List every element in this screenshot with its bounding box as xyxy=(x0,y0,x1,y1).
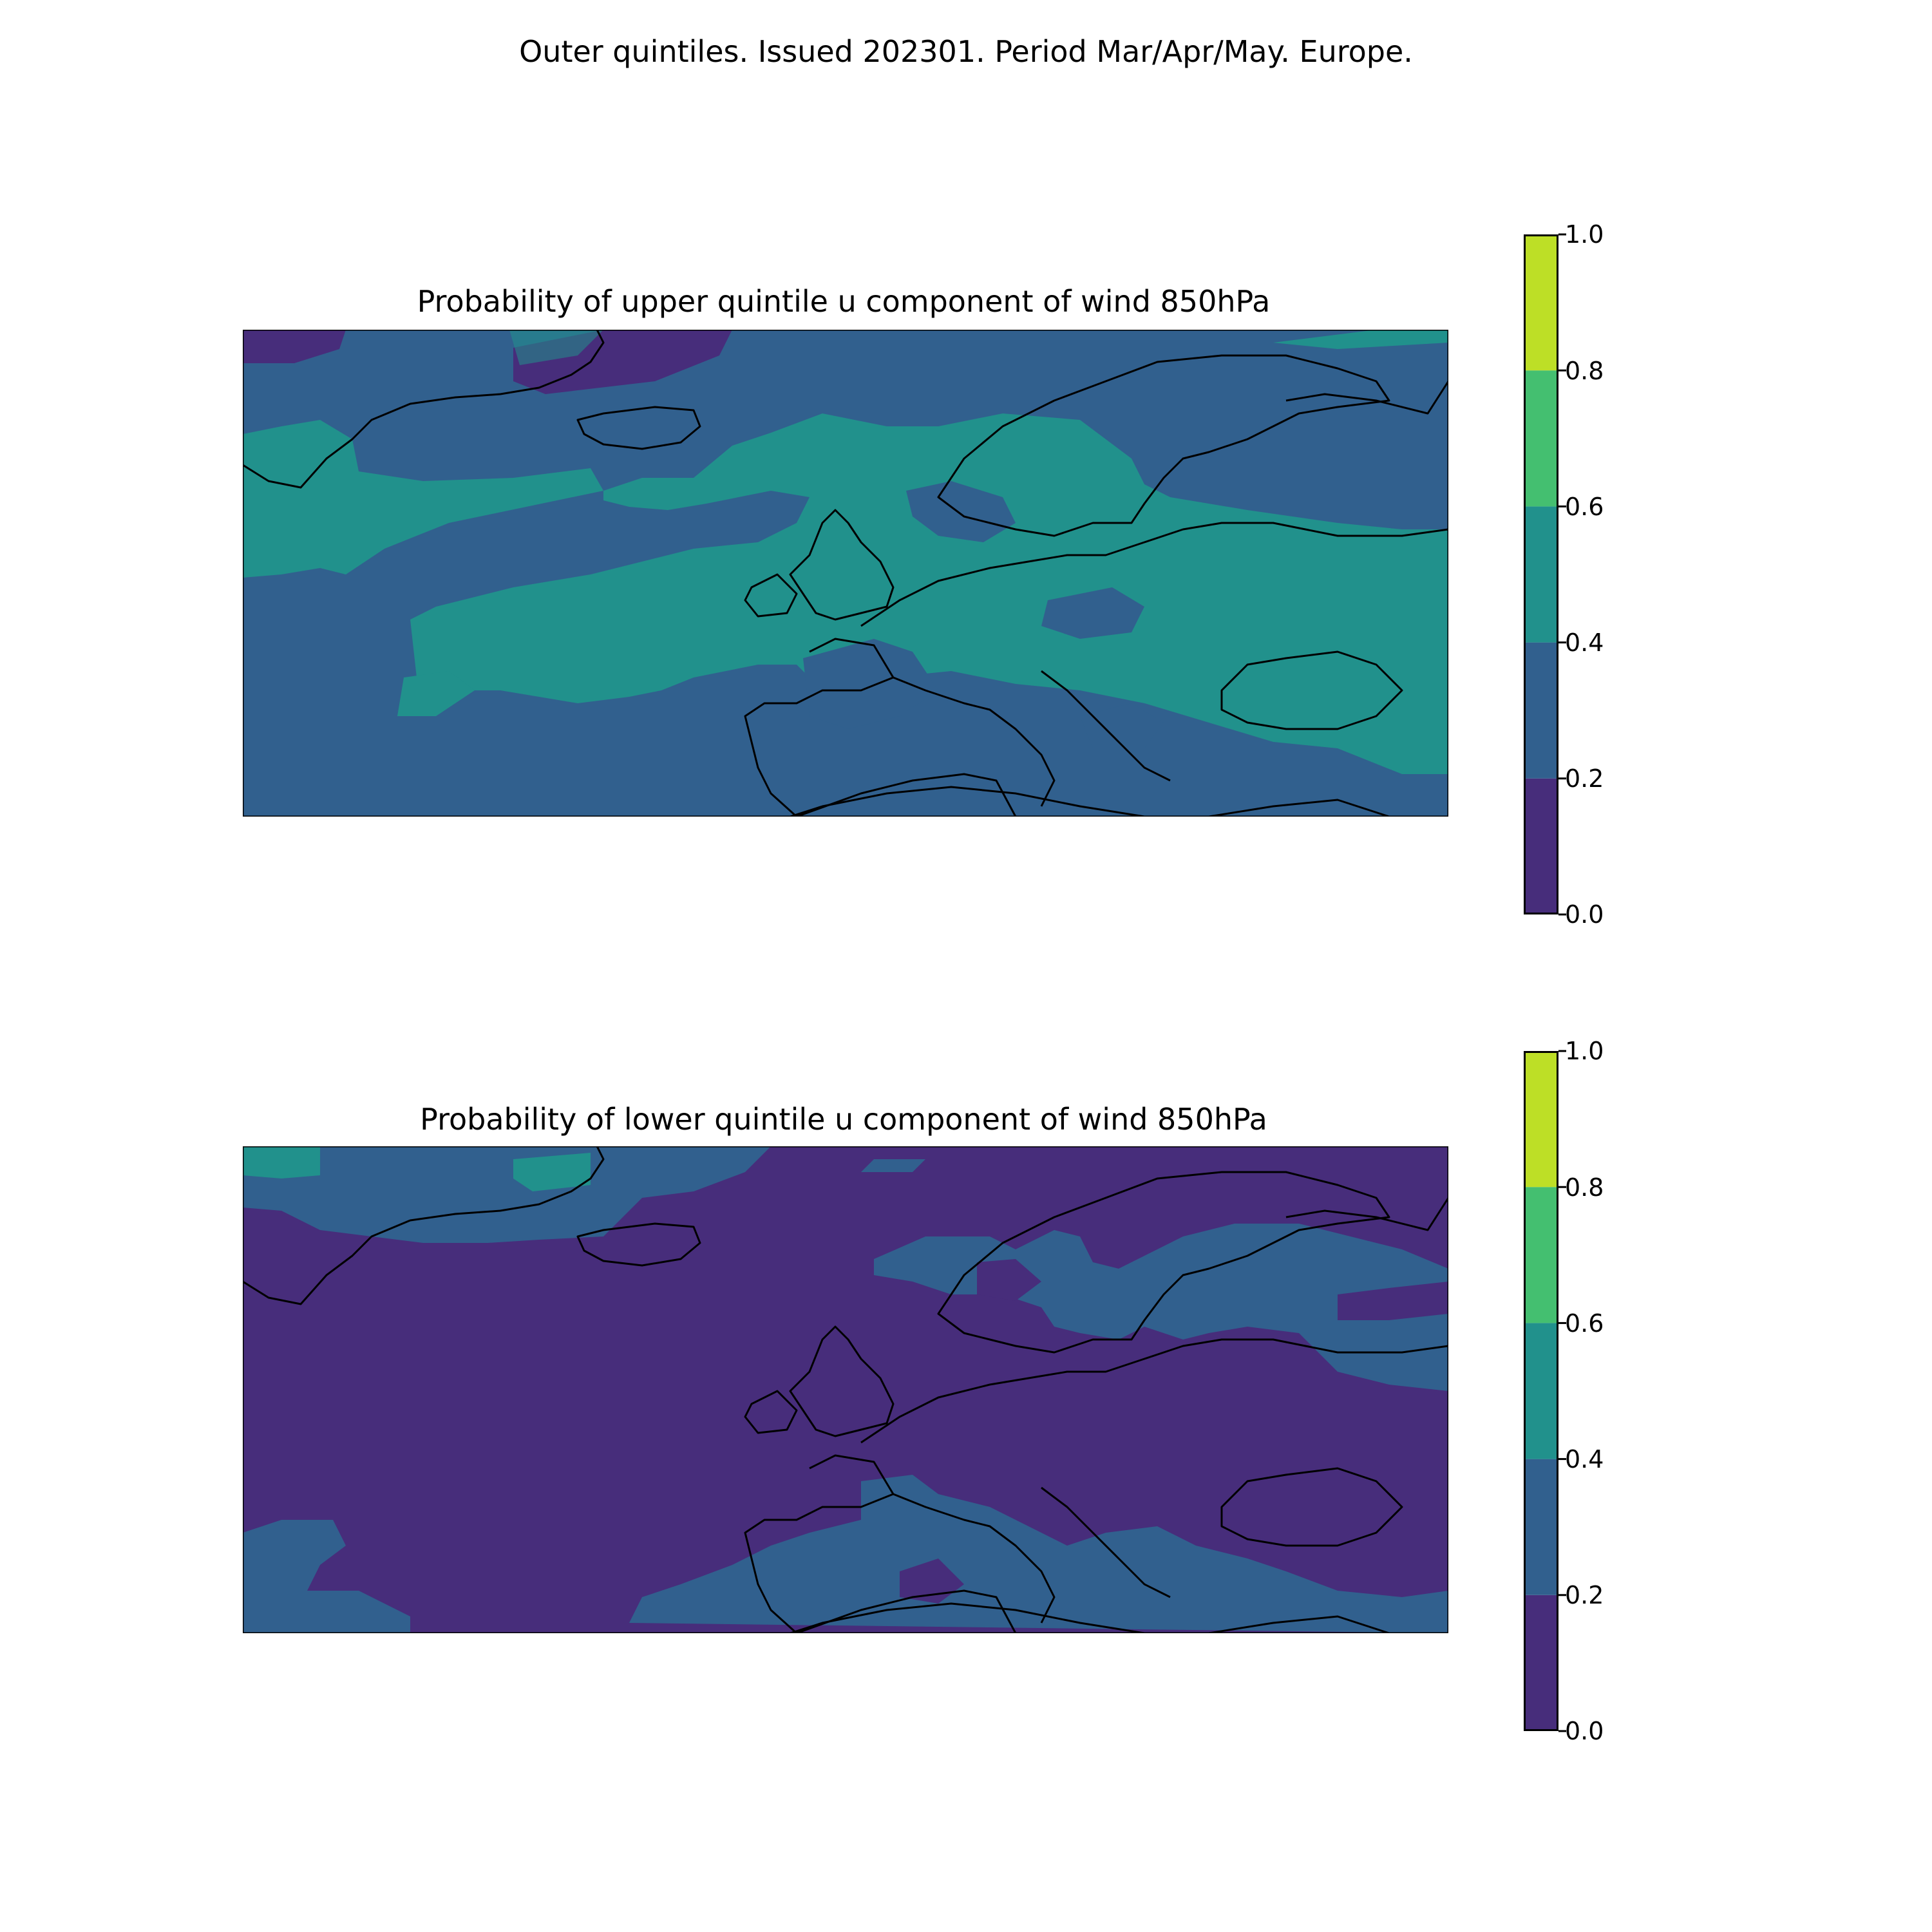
field-patch xyxy=(513,1153,591,1191)
colorbar-swatches xyxy=(1524,233,1566,916)
coastline-black-sea xyxy=(1220,1467,1403,1547)
coastline-iberia xyxy=(744,638,895,817)
coastline-north-africa xyxy=(790,786,1390,817)
coastline-iberia xyxy=(744,1454,895,1633)
colorbar-level-1 xyxy=(1524,1459,1558,1595)
coastline-british-isles xyxy=(744,1325,895,1437)
colorbar-level-0 xyxy=(1524,778,1558,914)
colorbar-level-4 xyxy=(1524,234,1558,371)
coastline-europe-mainland xyxy=(860,522,1448,627)
colorbar-level-2 xyxy=(1524,506,1558,643)
colorbar-lower-tick-4: 0.8 xyxy=(1565,1173,1604,1202)
panel-title-upper: Probability of upper quintile u componen… xyxy=(417,284,1271,319)
probability-field xyxy=(243,330,1448,774)
coastline-russia-north xyxy=(1285,381,1448,415)
coastline-mediterranean xyxy=(796,1486,1171,1633)
colorbar-level-1 xyxy=(1524,642,1558,779)
colorbar-level-0 xyxy=(1524,1595,1558,1731)
coastline-greenland xyxy=(243,1146,605,1305)
field-patch xyxy=(397,671,475,716)
colorbar-lower xyxy=(1524,1050,1566,1732)
colorbar-upper xyxy=(1524,233,1566,916)
coastline-russia-north xyxy=(1285,1197,1448,1231)
colorbar-upper-tick-4: 0.8 xyxy=(1565,357,1604,385)
colorbar-upper-tick-0: 0.0 xyxy=(1565,900,1604,929)
coastline-europe-mainland xyxy=(860,1338,1448,1444)
colorbar-lower-tick-1: 0.2 xyxy=(1565,1581,1604,1609)
colorbar-level-3 xyxy=(1524,1187,1558,1323)
field-patch xyxy=(629,1475,1448,1633)
colorbar-swatches xyxy=(1524,1050,1566,1732)
colorbar-upper-tick-3: 0.6 xyxy=(1565,493,1604,521)
probability-field xyxy=(243,1146,1448,1633)
field-patch xyxy=(1273,330,1448,349)
colorbar-lower-tick-5: 1.0 xyxy=(1565,1037,1604,1065)
colorbar-upper-tick-5: 1.0 xyxy=(1565,220,1604,249)
field-patch xyxy=(243,1520,410,1633)
field-patch xyxy=(906,481,1016,542)
colorbar-lower-tick-0: 0.0 xyxy=(1565,1717,1604,1745)
field-patch xyxy=(243,1146,771,1243)
coastline-iceland xyxy=(576,406,701,450)
figure-suptitle: Outer quintiles. Issued 202301. Period M… xyxy=(519,34,1413,69)
coastline-british-isles xyxy=(744,509,895,621)
coastlines xyxy=(243,1146,1448,1633)
map-lower-quintile xyxy=(243,1146,1448,1633)
field-patch xyxy=(1338,1282,1448,1320)
coastline-mediterranean xyxy=(796,670,1171,817)
field-patch xyxy=(1080,703,1164,748)
colorbar-level-3 xyxy=(1524,370,1558,507)
colorbar-frame xyxy=(1524,234,1558,914)
field-patch xyxy=(803,639,938,729)
coastline-black-sea xyxy=(1220,650,1403,730)
coastline-iceland xyxy=(576,1222,701,1267)
colorbar-lower-tick-2: 0.4 xyxy=(1565,1445,1604,1473)
colorbar-lower-tick-3: 0.6 xyxy=(1565,1309,1604,1338)
panel-title-lower: Probability of lower quintile u componen… xyxy=(420,1102,1267,1137)
colorbar-frame xyxy=(1524,1051,1558,1731)
field-patch xyxy=(509,330,603,365)
coastline-scandinavia xyxy=(937,1171,1390,1354)
field-patch xyxy=(410,413,1448,774)
field-patch xyxy=(243,420,603,578)
coastline-scandinavia xyxy=(937,354,1390,537)
map-upper-quintile xyxy=(243,330,1448,817)
colorbar-level-2 xyxy=(1524,1323,1558,1459)
field-patch xyxy=(977,1259,1041,1301)
colorbar-upper-tick-2: 0.4 xyxy=(1565,629,1604,657)
coastline-north-africa xyxy=(790,1602,1390,1633)
field-patch xyxy=(243,330,346,363)
field-patch xyxy=(243,1146,320,1179)
colorbar-upper-tick-1: 0.2 xyxy=(1565,764,1604,793)
colorbar-level-4 xyxy=(1524,1051,1558,1188)
field-patch xyxy=(1041,587,1144,639)
field-patch xyxy=(861,1159,925,1172)
coastline-greenland xyxy=(243,330,605,489)
coastlines xyxy=(243,330,1448,817)
